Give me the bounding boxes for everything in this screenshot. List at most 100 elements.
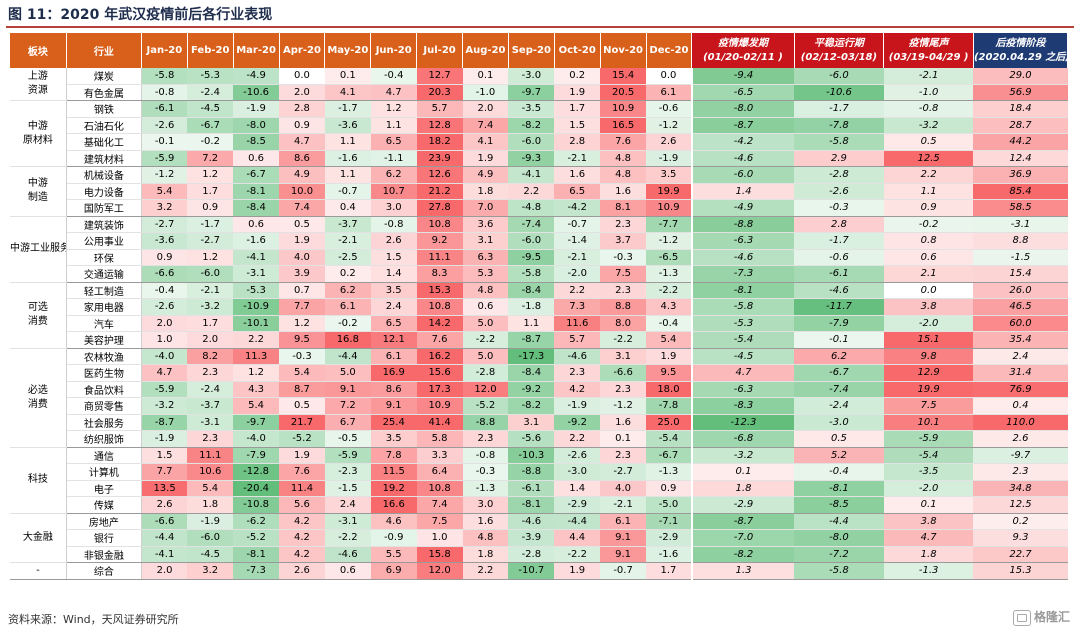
month-return-cell: 7.0 — [462, 199, 509, 217]
phase-return-cell: -8.2 — [690, 546, 795, 563]
industry-name: 煤炭 — [66, 68, 142, 85]
phase-return-cell: -2.0 — [883, 315, 974, 332]
month-return-cell: 0.0 — [646, 68, 692, 85]
month-return-cell: -3.1 — [187, 414, 234, 431]
month-return-cell: 1.5 — [554, 117, 601, 134]
table-row: 社会服务 -8.7 -3.1 -9.7 21.7 6.7 25.4 41.4 -8.8 3.1 -9… — [10, 414, 1068, 431]
month-return-cell: -7.1 — [646, 513, 692, 530]
phase-return-cell: -5.8 — [794, 562, 884, 580]
month-return-cell: 3.0 — [462, 496, 509, 514]
phase-return-cell: 1.4 — [690, 183, 795, 200]
month-return-cell: -1.4 — [554, 232, 601, 250]
phase-return-cell: 36.9 — [973, 166, 1068, 184]
month-return-cell: -5.9 — [141, 381, 188, 398]
month-return-cell: -1.3 — [646, 265, 692, 283]
month-return-cell: 0.0 — [279, 68, 325, 85]
industry-name: 传媒 — [66, 496, 142, 514]
month-return-cell: -2.7 — [141, 216, 188, 233]
month-return-cell: 1.1 — [324, 133, 371, 151]
month-return-cell: -2.2 — [324, 529, 371, 547]
phase-return-cell: -8.1 — [794, 480, 884, 497]
phase-return-cell: 3.8 — [883, 513, 974, 530]
month-return-cell: 5.4 — [187, 480, 234, 497]
sector-cell: 中游工业服务 — [10, 216, 67, 283]
month-return-cell: -2.1 — [554, 150, 601, 167]
title-rule — [6, 26, 1074, 28]
month-return-cell: -6.0 — [187, 529, 234, 547]
month-return-cell: 12.1 — [370, 331, 417, 349]
industry-name: 医药生物 — [66, 364, 142, 382]
phase-return-cell: 46.5 — [973, 298, 1068, 316]
month-return-cell: 3.7 — [600, 232, 647, 250]
month-return-cell: -1.3 — [646, 463, 692, 481]
month-return-cell: -0.7 — [324, 183, 371, 200]
month-return-cell: -0.3 — [462, 463, 509, 481]
header-month: Jul-20 — [416, 33, 464, 68]
month-return-cell: -2.8 — [462, 364, 509, 382]
month-return-cell: -2.2 — [554, 546, 601, 563]
month-return-cell: -2.0 — [554, 265, 601, 283]
month-return-cell: 6.2 — [370, 166, 417, 184]
industry-name: 纺织服饰 — [66, 430, 142, 448]
month-return-cell: 6.3 — [462, 249, 509, 266]
month-return-cell: 2.8 — [279, 100, 325, 118]
sector-cell: 必选 消费 — [10, 348, 67, 448]
phase-return-cell: 2.3 — [973, 463, 1068, 481]
month-return-cell: 5.8 — [416, 430, 463, 448]
month-return-cell: 6.1 — [646, 84, 692, 101]
industry-performance-table: 板块 行业 Jan-20 Feb-20 Mar-20 Apr-20 May-20… — [10, 33, 1069, 580]
month-return-cell: 5.4 — [646, 331, 692, 349]
sector-cell: 科技 — [10, 447, 67, 514]
month-return-cell: 4.2 — [279, 529, 325, 547]
month-return-cell: -7.4 — [508, 216, 555, 233]
phase-return-cell: -4.9 — [690, 199, 795, 217]
phase-return-cell: -0.3 — [794, 199, 884, 217]
industry-name: 交通运输 — [66, 265, 142, 283]
phase-return-cell: -8.5 — [794, 496, 884, 514]
month-return-cell: 1.9 — [462, 150, 509, 167]
month-return-cell: -8.2 — [508, 397, 555, 415]
month-return-cell: 15.4 — [600, 68, 647, 85]
month-return-cell: -6.6 — [141, 513, 188, 530]
month-return-cell: -4.4 — [141, 529, 188, 547]
month-return-cell: -8.2 — [508, 117, 555, 134]
month-return-cell: -1.8 — [508, 298, 555, 316]
phase-return-cell: -5.9 — [883, 430, 974, 448]
header-phase-post: 后疫情阶段 (2020.04.29 之后) — [973, 33, 1069, 68]
month-return-cell: -6.1 — [141, 100, 188, 118]
table-row: 非银金融 -4.1 -4.5 -8.1 4.2 -4.6 5.5 15.8 1.8 -2.8 -2.… — [10, 546, 1068, 563]
month-return-cell: 8.2 — [187, 348, 234, 365]
phase-return-cell: 1.1 — [883, 183, 974, 200]
industry-name: 食品饮料 — [66, 381, 142, 398]
month-return-cell: 4.2 — [279, 546, 325, 563]
month-return-cell: -5.6 — [508, 430, 555, 448]
phase-return-cell: 6.2 — [794, 348, 884, 365]
phase-return-cell: -2.4 — [794, 397, 884, 415]
month-return-cell: -10.3 — [508, 447, 555, 464]
phase-return-cell: 0.1 — [883, 496, 974, 514]
month-return-cell: 3.1 — [508, 414, 555, 431]
phase-return-cell: -6.5 — [690, 84, 795, 101]
month-return-cell: 4.7 — [141, 364, 188, 382]
month-return-cell: -1.0 — [462, 84, 509, 101]
month-return-cell: 5.4 — [279, 364, 325, 382]
month-return-cell: -5.2 — [462, 397, 509, 415]
month-return-cell: 8.6 — [370, 381, 417, 398]
month-return-cell: -1.9 — [187, 513, 234, 530]
phase-return-cell: 1.8 — [690, 480, 795, 497]
month-return-cell: -2.1 — [554, 249, 601, 266]
month-return-cell: -6.7 — [187, 117, 234, 134]
phase-return-cell: 8.8 — [973, 232, 1068, 250]
phase-return-cell: -9.4 — [690, 68, 795, 85]
watermark-logo: 格隆汇 — [1012, 608, 1070, 626]
month-return-cell: -0.2 — [187, 133, 234, 151]
month-return-cell: 7.5 — [600, 265, 647, 283]
month-return-cell: 8.1 — [600, 199, 647, 217]
sector-cell: 大金融 — [10, 513, 67, 563]
phase-return-cell: 110.0 — [973, 414, 1068, 431]
month-return-cell: 2.6 — [370, 232, 417, 250]
month-return-cell: -4.1 — [233, 249, 280, 266]
month-return-cell: -0.4 — [646, 315, 692, 332]
phase-return-cell: 10.1 — [883, 414, 974, 431]
phase-return-cell: -8.0 — [794, 529, 884, 547]
